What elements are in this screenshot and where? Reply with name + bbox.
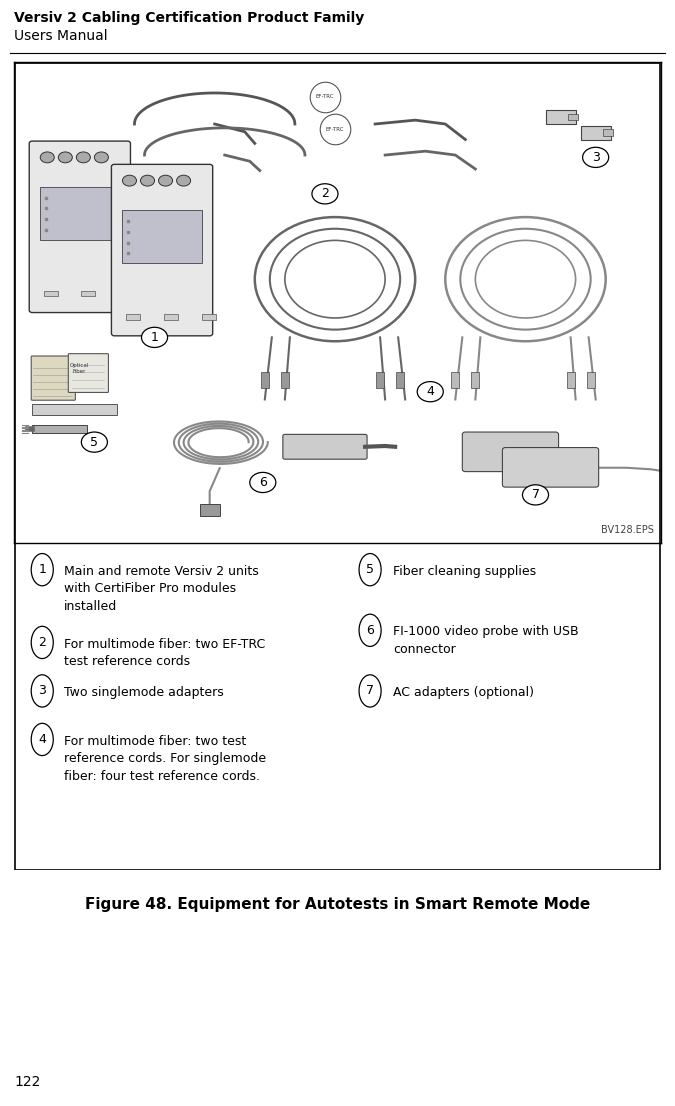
Bar: [376, 373, 384, 388]
Circle shape: [159, 175, 173, 186]
Text: Two singlemode adapters: Two singlemode adapters: [64, 686, 224, 699]
Circle shape: [417, 382, 443, 401]
Text: Versiv 2 Cabling Certification Product Family: Versiv 2 Cabling Certification Product F…: [14, 11, 364, 25]
Text: 3: 3: [592, 150, 599, 164]
Bar: [281, 373, 289, 388]
Text: AC adapters (optional): AC adapters (optional): [393, 686, 534, 699]
Text: 6: 6: [366, 624, 374, 637]
Circle shape: [95, 152, 109, 163]
Circle shape: [40, 152, 54, 163]
Text: 7: 7: [531, 489, 539, 501]
Text: 7: 7: [366, 685, 374, 698]
Text: 4: 4: [427, 385, 434, 398]
Text: EF-TRC: EF-TRC: [316, 94, 334, 100]
Bar: [587, 373, 595, 388]
Text: 1: 1: [151, 331, 159, 344]
FancyBboxPatch shape: [111, 165, 213, 336]
Bar: [471, 373, 479, 388]
Text: 5: 5: [366, 563, 374, 576]
Bar: [119, 291, 134, 296]
FancyBboxPatch shape: [31, 356, 76, 400]
FancyBboxPatch shape: [462, 432, 559, 471]
Bar: [452, 373, 459, 388]
Circle shape: [312, 184, 338, 204]
Circle shape: [122, 175, 136, 186]
Text: 5: 5: [90, 436, 99, 449]
Circle shape: [82, 432, 107, 452]
FancyBboxPatch shape: [68, 354, 109, 393]
Text: Main and remote Versiv 2 units
with CertiFiber Pro modules
installed: Main and remote Versiv 2 units with Cert…: [64, 565, 259, 613]
Bar: [32, 425, 87, 432]
Text: Users Manual: Users Manual: [14, 29, 107, 43]
Text: Optical
Fiber: Optical Fiber: [70, 363, 89, 374]
Bar: [32, 404, 117, 415]
Text: FI-1000 video probe with USB
connector: FI-1000 video probe with USB connector: [393, 626, 578, 656]
Bar: [202, 314, 216, 320]
Circle shape: [58, 152, 72, 163]
Bar: [122, 210, 202, 263]
Circle shape: [250, 472, 276, 492]
Text: EF-TRC: EF-TRC: [326, 127, 344, 132]
Text: 1: 1: [38, 563, 46, 576]
Bar: [40, 187, 119, 240]
FancyBboxPatch shape: [283, 435, 367, 459]
Bar: [82, 291, 95, 296]
Text: 2: 2: [321, 187, 329, 200]
Text: 4: 4: [38, 733, 46, 745]
Bar: [126, 314, 140, 320]
Text: Figure 48. Equipment for Autotests in Smart Remote Mode: Figure 48. Equipment for Autotests in Sm…: [85, 897, 590, 911]
Text: BV128.EPS: BV128.EPS: [601, 525, 654, 535]
Text: Fiber cleaning supplies: Fiber cleaning supplies: [393, 565, 536, 577]
Circle shape: [583, 147, 609, 167]
Bar: [580, 126, 611, 139]
Circle shape: [142, 327, 167, 347]
Text: 6: 6: [259, 476, 267, 489]
Bar: [603, 129, 613, 136]
FancyBboxPatch shape: [502, 448, 599, 487]
Bar: [45, 291, 58, 296]
Bar: [396, 373, 404, 388]
Text: For multimode fiber: two EF-TRC
test reference cords: For multimode fiber: two EF-TRC test ref…: [64, 637, 265, 668]
Text: 3: 3: [38, 685, 46, 698]
Bar: [200, 504, 219, 515]
Circle shape: [177, 175, 190, 186]
FancyBboxPatch shape: [29, 142, 130, 313]
Bar: [568, 114, 578, 121]
Bar: [566, 373, 574, 388]
Circle shape: [522, 484, 549, 505]
Text: For multimode fiber: two test
reference cords. For singlemode
fiber: four test r: For multimode fiber: two test reference …: [64, 734, 267, 783]
Bar: [163, 314, 178, 320]
Circle shape: [140, 175, 155, 186]
Bar: [545, 109, 576, 124]
Text: 122: 122: [15, 1075, 41, 1089]
Bar: [261, 373, 269, 388]
Text: 2: 2: [38, 636, 46, 649]
Circle shape: [76, 152, 90, 163]
